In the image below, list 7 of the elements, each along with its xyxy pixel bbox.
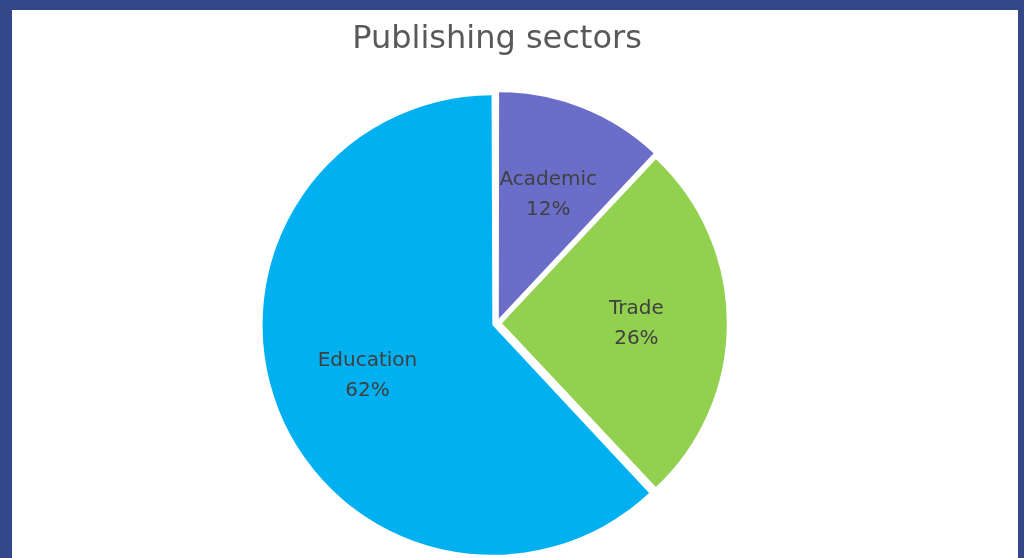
data-label: 62%: [345, 376, 390, 401]
data-label: 12%: [526, 195, 571, 220]
slice-label: Academic: [499, 165, 598, 190]
data-label: 26%: [614, 325, 659, 350]
slice-label: Trade: [607, 295, 664, 320]
chart-title: Publishing sectors: [352, 17, 642, 56]
slice-label: Education: [317, 346, 418, 371]
